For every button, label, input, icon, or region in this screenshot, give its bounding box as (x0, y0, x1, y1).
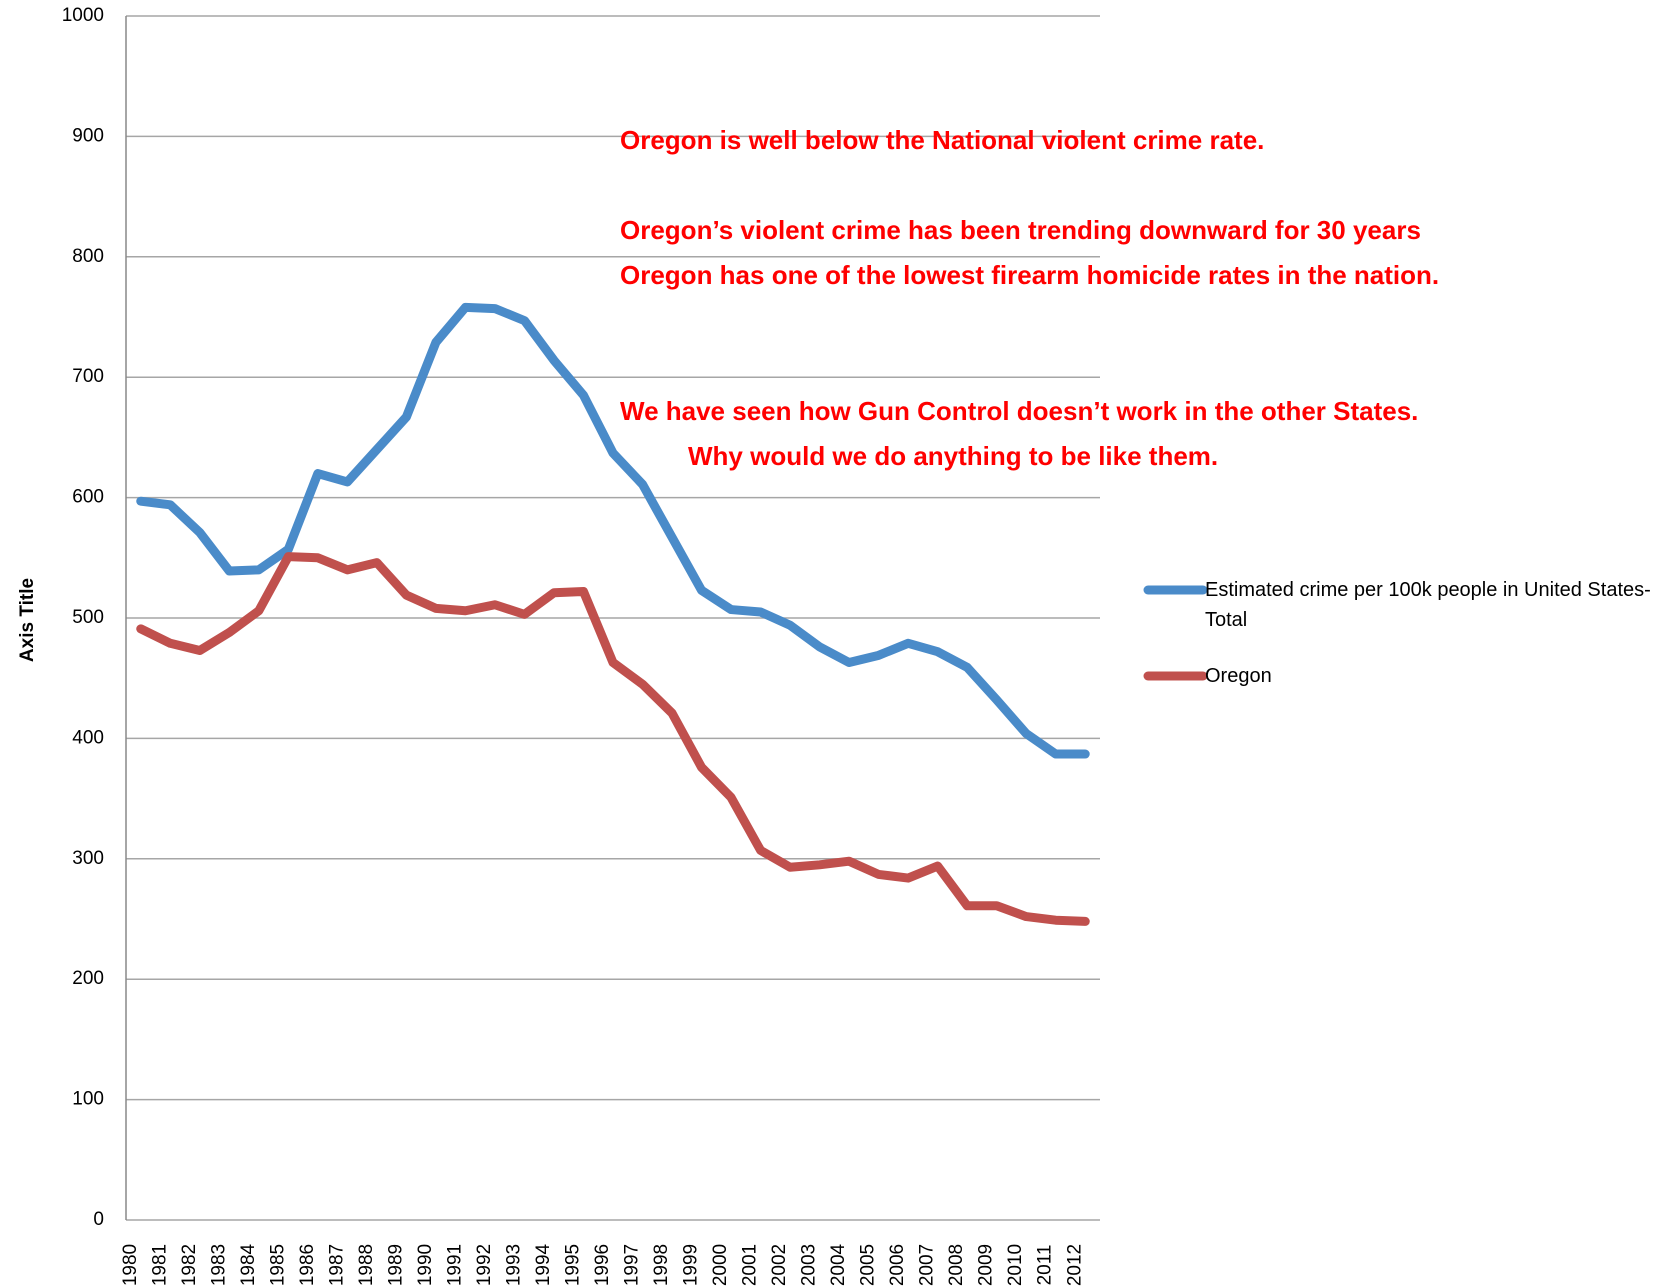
x-tick-label: 1983 (208, 1244, 229, 1286)
y-tick-label: 100 (72, 1089, 104, 1110)
x-tick-label: 1990 (415, 1244, 436, 1286)
y-tick-label: 1000 (62, 5, 104, 26)
y-axis-title: Axis Title (17, 578, 38, 662)
x-tick-label: 2012 (1064, 1244, 1085, 1286)
annotation: Oregon’s violent crime has been trending… (620, 215, 1421, 245)
y-tick-label: 0 (93, 1209, 104, 1230)
x-tick-label: 1986 (297, 1244, 318, 1286)
y-tick-label: 300 (72, 848, 104, 869)
x-tick-label: 1998 (651, 1244, 672, 1286)
x-tick-label: 2007 (917, 1244, 938, 1286)
x-tick-label: 1988 (356, 1244, 377, 1286)
x-tick-label: 2001 (740, 1244, 761, 1286)
y-tick-label: 700 (72, 366, 104, 387)
x-tick-label: 1980 (120, 1244, 141, 1286)
y-tick-label: 500 (72, 607, 104, 628)
y-tick-label: 600 (72, 487, 104, 508)
x-tick-label: 1987 (326, 1244, 347, 1286)
x-tick-label: 2009 (976, 1244, 997, 1286)
annotation: Why would we do anything to be like them… (688, 441, 1219, 471)
x-tick-label: 2006 (887, 1244, 908, 1286)
x-tick-label: 1981 (149, 1244, 170, 1286)
y-tick-label: 400 (72, 727, 104, 748)
x-tick-label: 1995 (563, 1244, 584, 1286)
x-tick-label: 1989 (385, 1244, 406, 1286)
series-line (136, 552, 1090, 926)
x-tick-label: 2000 (710, 1244, 731, 1286)
x-tick-label: 1994 (533, 1243, 554, 1286)
legend-label: Oregon (1205, 665, 1272, 687)
annotation: Oregon is well below the National violen… (620, 125, 1265, 155)
x-tick-label: 1992 (474, 1244, 495, 1286)
x-tick-label: 2011 (1035, 1245, 1056, 1286)
x-tick-label: 2010 (1005, 1244, 1026, 1286)
x-tick-label: 1984 (238, 1243, 259, 1286)
legend-label: Estimated crime per 100k people in Unite… (1205, 579, 1651, 631)
x-tick-label: 2005 (858, 1244, 879, 1286)
x-tick-label: 1982 (179, 1244, 200, 1286)
series-line (136, 302, 1090, 759)
y-tick-label: 900 (72, 125, 104, 146)
x-tick-label: 2008 (946, 1244, 967, 1286)
x-tick-label: 1991 (444, 1244, 465, 1286)
annotation: We have seen how Gun Control doesn’t wor… (620, 396, 1419, 426)
y-tick-label: 800 (72, 246, 104, 267)
x-tick-label: 2002 (769, 1244, 790, 1286)
x-tick-label: 1993 (503, 1244, 524, 1286)
x-tick-label: 2003 (799, 1244, 820, 1286)
x-tick-label: 2004 (828, 1243, 849, 1286)
x-tick-label: 1996 (592, 1244, 613, 1286)
x-tick-label: 1985 (267, 1244, 288, 1286)
annotation: Oregon has one of the lowest firearm hom… (620, 260, 1440, 290)
x-tick-label: 1997 (622, 1244, 643, 1286)
x-tick-label: 1999 (681, 1244, 702, 1286)
y-tick-label: 200 (72, 968, 104, 989)
